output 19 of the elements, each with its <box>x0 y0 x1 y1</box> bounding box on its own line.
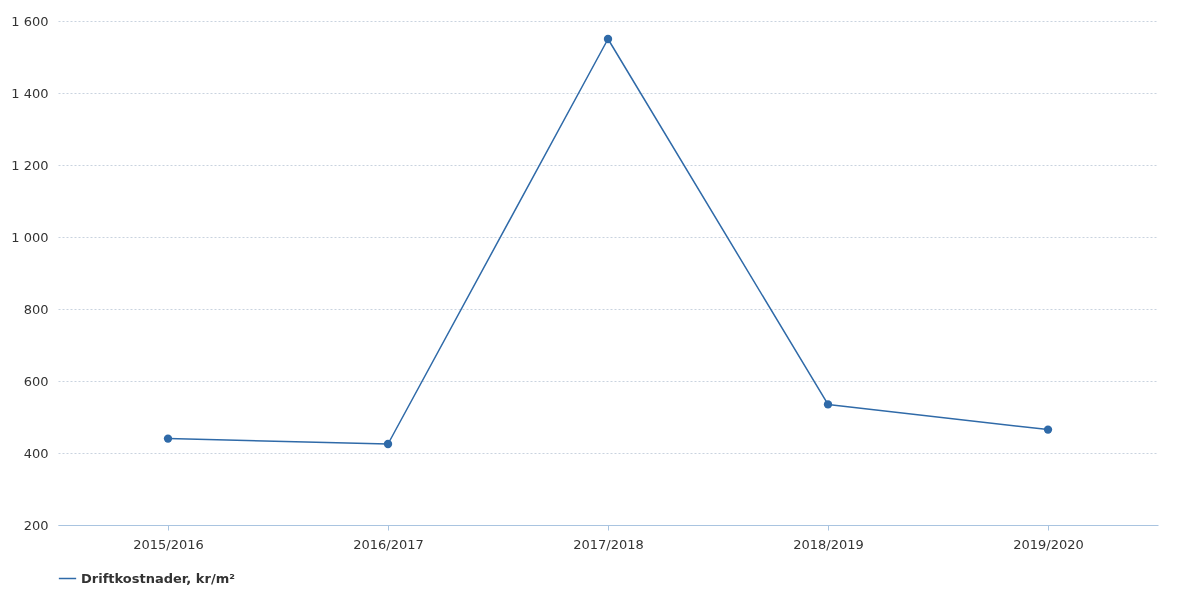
y-tick-label: 1 600 <box>11 13 49 29</box>
y-tick-label: 1 000 <box>11 229 49 245</box>
y-tick-label: 600 <box>23 373 49 389</box>
y-tick-label: 200 <box>23 517 49 533</box>
x-tick-label: 2018/2019 <box>793 536 864 552</box>
y-tick-label: 1 400 <box>11 85 49 101</box>
x-tick-label: 2015/2016 <box>133 536 204 552</box>
y-tick-label: 800 <box>23 301 49 317</box>
point <box>1043 425 1053 434</box>
point <box>823 400 833 409</box>
point <box>383 439 393 449</box>
y-tick-label: 1 200 <box>11 157 49 173</box>
x-tick-label: 2016/2017 <box>353 536 424 552</box>
x-tick-label: 2019/2020 <box>1013 536 1084 552</box>
legend-label: Driftkostnader, kr/m² <box>81 570 235 586</box>
point <box>163 434 173 443</box>
x-tick-label: 2017/2018 <box>573 536 644 552</box>
y-tick-label: 400 <box>23 445 49 461</box>
point <box>603 34 613 44</box>
